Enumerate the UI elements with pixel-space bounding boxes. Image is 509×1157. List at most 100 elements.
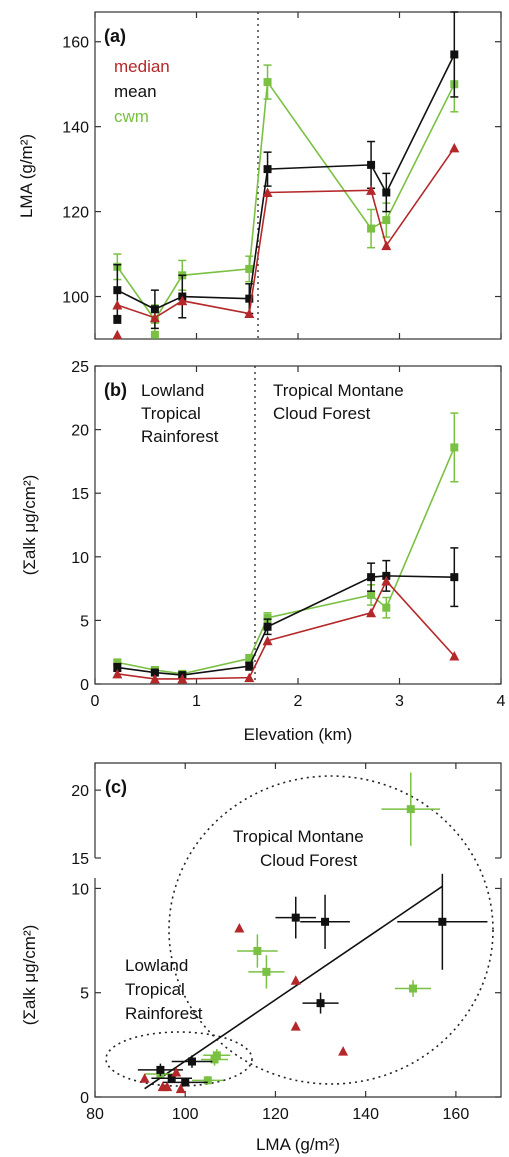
point-cwm — [245, 264, 254, 273]
point-median — [290, 1021, 301, 1031]
point-median — [177, 673, 188, 684]
point-mean — [245, 662, 254, 671]
point-mean — [382, 571, 391, 580]
panel-b-label: (b) — [104, 380, 127, 400]
point-mean — [263, 622, 272, 631]
x-tick-label: 0 — [91, 693, 100, 710]
series-cwm-line — [117, 447, 456, 675]
point-mean — [113, 663, 122, 672]
x-tick-label: 80 — [86, 1106, 104, 1123]
panel-b-ylabel: (Σalk μg/cm²) — [20, 475, 39, 576]
point-median — [162, 1081, 173, 1092]
series-cwm — [113, 412, 459, 678]
lowland-label-b-3: Rainforest — [141, 427, 219, 446]
point-median — [139, 1073, 150, 1083]
panel-c-lower-frame — [94, 878, 502, 1098]
point-median — [449, 651, 460, 661]
point-cwm — [210, 1055, 219, 1064]
y-tick-label: 120 — [62, 205, 89, 222]
point-cwm — [263, 78, 272, 87]
point-cwm — [450, 443, 459, 452]
point-mean — [450, 50, 459, 59]
point-mean — [187, 1057, 196, 1066]
point-median — [262, 635, 273, 646]
legend-cwm: cwm — [114, 107, 149, 126]
y-tick-label: 5 — [80, 986, 89, 1003]
series-median-line — [117, 579, 455, 680]
point-median — [244, 672, 255, 683]
series-median-line — [117, 147, 455, 319]
lowland-label-c-1: Lowland — [125, 956, 188, 975]
series-mean-line — [117, 575, 455, 676]
series-mean — [113, 547, 459, 680]
point-cwm — [113, 658, 122, 667]
x-tick-label: 100 — [172, 1106, 199, 1123]
series-cwm-line — [116, 79, 456, 322]
point-median — [244, 308, 255, 319]
panel-c: 15 20 0 5 10 80 100 120 140 160 (c) Tropical Mont… — [20, 762, 502, 1154]
series-median — [112, 142, 460, 323]
point-cwm — [245, 654, 254, 663]
point-median — [366, 185, 377, 195]
point-median — [175, 1083, 186, 1094]
point-mean — [291, 913, 300, 922]
point-mean — [245, 294, 254, 303]
panel-c-ylabel: (Σalk μg/cm²) — [20, 925, 39, 1026]
point-mean — [150, 305, 159, 314]
point-cwm — [367, 224, 376, 233]
y-tick-label: 5 — [80, 613, 89, 630]
point-median — [234, 923, 245, 933]
point-cwm — [212, 1051, 221, 1060]
montane-label-c-1: Tropical Montane — [233, 827, 364, 846]
x-tick-label: 1 — [192, 693, 201, 710]
point-median — [381, 240, 392, 251]
point-median — [449, 142, 460, 153]
point-mean — [382, 188, 391, 197]
series-median — [139, 923, 349, 1094]
montane-label-b-2: Cloud Forest — [273, 404, 371, 423]
lowland-label-c-3: Rainforest — [125, 1004, 203, 1023]
point-cwm — [253, 947, 262, 955]
panel-a: 100 120 140 160 (a) median mean cwm LMA (g/… — [17, 11, 502, 340]
y-tick-label: 15 — [71, 851, 89, 868]
point-mean — [438, 917, 447, 926]
panel-c-upper-frame — [94, 762, 502, 858]
point-mean — [367, 160, 376, 169]
point-cwm — [367, 590, 376, 599]
y-tick-label: 25 — [71, 359, 89, 376]
panel-a-label: (a) — [104, 26, 126, 46]
point-cwm — [263, 613, 272, 622]
point-median — [149, 673, 160, 684]
panel-b: 0 5 10 15 20 25 0 1 2 3 4 (b) Lowland Tropical Rai… — [20, 359, 506, 744]
legend-mean: mean — [114, 82, 157, 101]
y-tick-label: 0 — [80, 1090, 89, 1107]
point-cwm — [382, 603, 391, 612]
point-median — [338, 1046, 349, 1056]
y-tick-label: 10 — [71, 550, 89, 567]
y-tick-label: 0 — [80, 677, 89, 694]
x-tick-label: 140 — [352, 1106, 379, 1123]
lowland-cluster-ellipse — [105, 1031, 253, 1087]
y-tick-label: 140 — [62, 120, 89, 137]
x-tick-label: 4 — [497, 693, 506, 710]
point-extra — [150, 330, 159, 339]
series-median — [112, 575, 460, 684]
x-tick-label: 2 — [294, 693, 303, 710]
point-mean — [263, 165, 272, 174]
series-mean-line — [116, 54, 456, 311]
y-tick-label: 20 — [71, 423, 89, 440]
point-mean — [321, 917, 330, 926]
series-cwm — [113, 55, 459, 336]
point-extra — [113, 315, 122, 324]
point-mean — [150, 668, 159, 677]
montane-label-c-2: Cloud Forest — [260, 851, 358, 870]
y-tick-label: 160 — [62, 35, 89, 52]
y-tick-label: 20 — [71, 783, 89, 800]
panel-b-xlabel: Elevation (km) — [244, 725, 353, 744]
point-mean — [450, 573, 459, 582]
point-cwm — [409, 984, 418, 993]
x-tick-label: 120 — [262, 1106, 289, 1123]
point-median — [112, 668, 123, 679]
y-tick-label: 15 — [71, 486, 89, 503]
